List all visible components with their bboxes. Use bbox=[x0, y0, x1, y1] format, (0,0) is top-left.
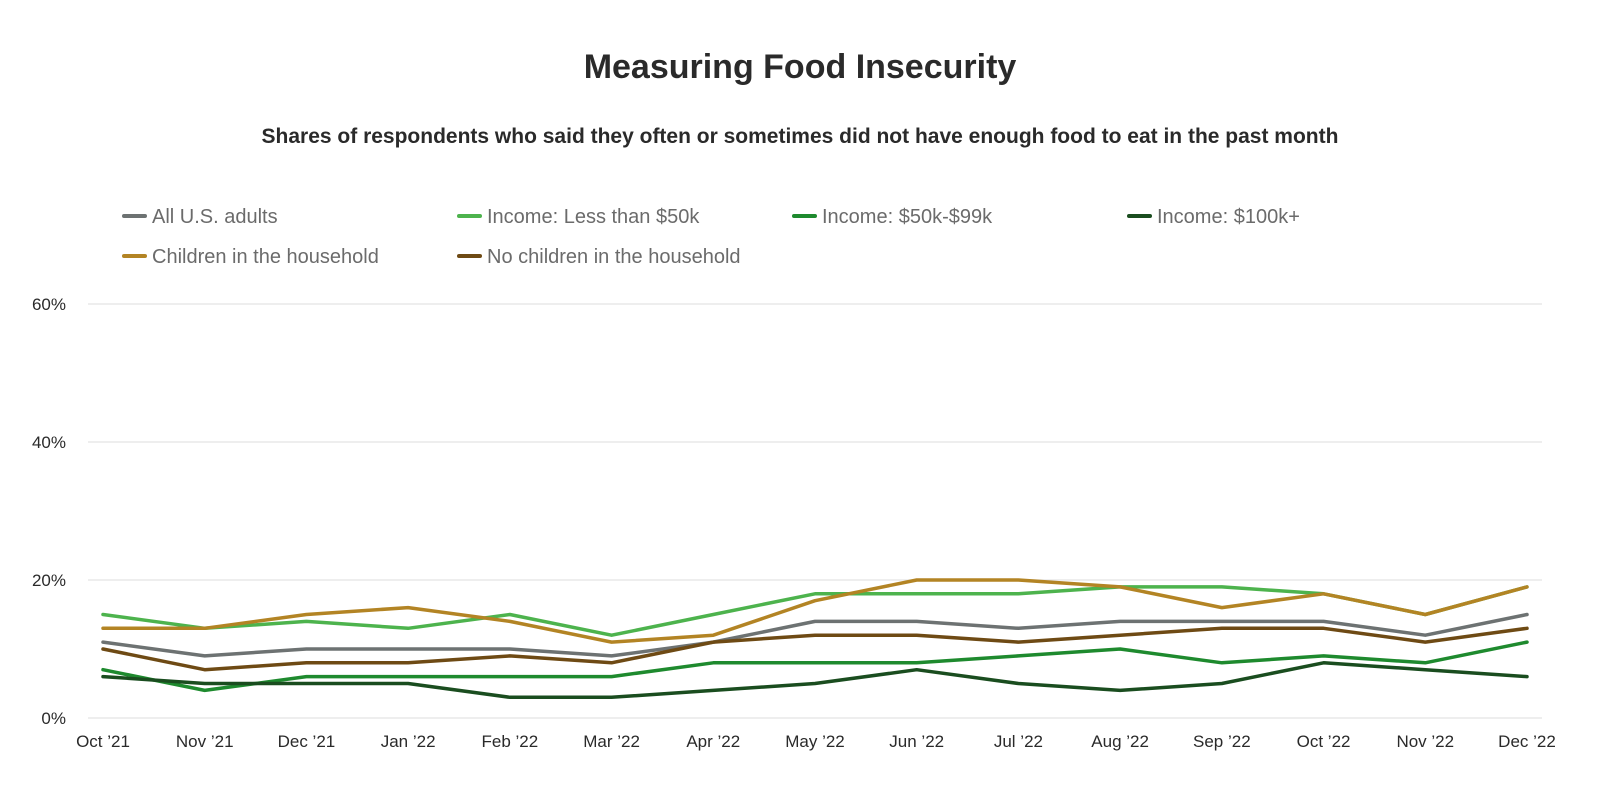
legend: All U.S. adults Income: Less than $50k Inc… bbox=[122, 206, 1300, 268]
series-line-all-u-s-adults bbox=[101, 612, 1529, 658]
x-tick-label: May ’22 bbox=[785, 732, 845, 751]
legend-label: Income: $50k-$99k bbox=[822, 206, 993, 228]
legend-label: Income: Less than $50k bbox=[487, 206, 700, 228]
y-tick-label: 40% bbox=[32, 433, 66, 452]
x-tick-label: Jan ’22 bbox=[381, 732, 436, 751]
x-tick-label: Jul ’22 bbox=[994, 732, 1043, 751]
x-tick-label: Oct ’22 bbox=[1297, 732, 1351, 751]
chart-title: Measuring Food Insecurity bbox=[583, 48, 1017, 86]
x-tick-label: Aug ’22 bbox=[1091, 732, 1149, 751]
x-tick-label: Feb ’22 bbox=[482, 732, 539, 751]
series-line-income-100k bbox=[101, 661, 1529, 700]
legend-item-no-children-in-the-household[interactable]: No children in the household bbox=[457, 246, 741, 268]
x-axis-ticks: Oct ’21 Nov ’21 Dec ’21 Jan ’22 Feb ’22 Mar ’… bbox=[76, 732, 1556, 751]
series-line-no-children-in-the-household bbox=[101, 626, 1529, 672]
x-tick-label: Apr ’22 bbox=[686, 732, 740, 751]
legend-label: No children in the household bbox=[487, 246, 741, 268]
series-line-income-50k-99k bbox=[101, 640, 1529, 693]
legend-item-income-less-than-50k[interactable]: Income: Less than $50k bbox=[457, 206, 700, 228]
legend-label: All U.S. adults bbox=[152, 206, 278, 228]
legend-item-income-100k[interactable]: Income: $100k+ bbox=[1127, 206, 1300, 228]
legend-item-children-in-the-household[interactable]: Children in the household bbox=[122, 246, 379, 268]
grid bbox=[88, 303, 1542, 719]
chart-subtitle: Shares of respondents who said they ofte… bbox=[261, 125, 1339, 148]
x-tick-label: Mar ’22 bbox=[583, 732, 640, 751]
series-line-children-in-the-household bbox=[101, 578, 1529, 644]
x-tick-label: Dec ’22 bbox=[1498, 732, 1556, 751]
legend-label: Income: $100k+ bbox=[1157, 206, 1300, 228]
legend-item-income-50k-99k[interactable]: Income: $50k-$99k bbox=[792, 206, 993, 228]
x-tick-label: Sep ’22 bbox=[1193, 732, 1251, 751]
series-line-income-less-than-50k bbox=[101, 585, 1529, 637]
y-axis-ticks: 0% 20% 40% 60% bbox=[32, 295, 66, 728]
x-tick-label: Nov ’21 bbox=[176, 732, 234, 751]
legend-item-all-u-s-adults[interactable]: All U.S. adults bbox=[122, 206, 278, 228]
x-tick-label: Oct ’21 bbox=[76, 732, 130, 751]
x-tick-label: Nov ’22 bbox=[1396, 732, 1454, 751]
legend-label: Children in the household bbox=[152, 246, 379, 268]
series-lines bbox=[101, 578, 1529, 700]
x-tick-label: Jun ’22 bbox=[889, 732, 944, 751]
y-tick-label: 20% bbox=[32, 571, 66, 590]
y-tick-label: 60% bbox=[32, 295, 66, 314]
y-tick-label: 0% bbox=[41, 709, 66, 728]
x-tick-label: Dec ’21 bbox=[278, 732, 336, 751]
